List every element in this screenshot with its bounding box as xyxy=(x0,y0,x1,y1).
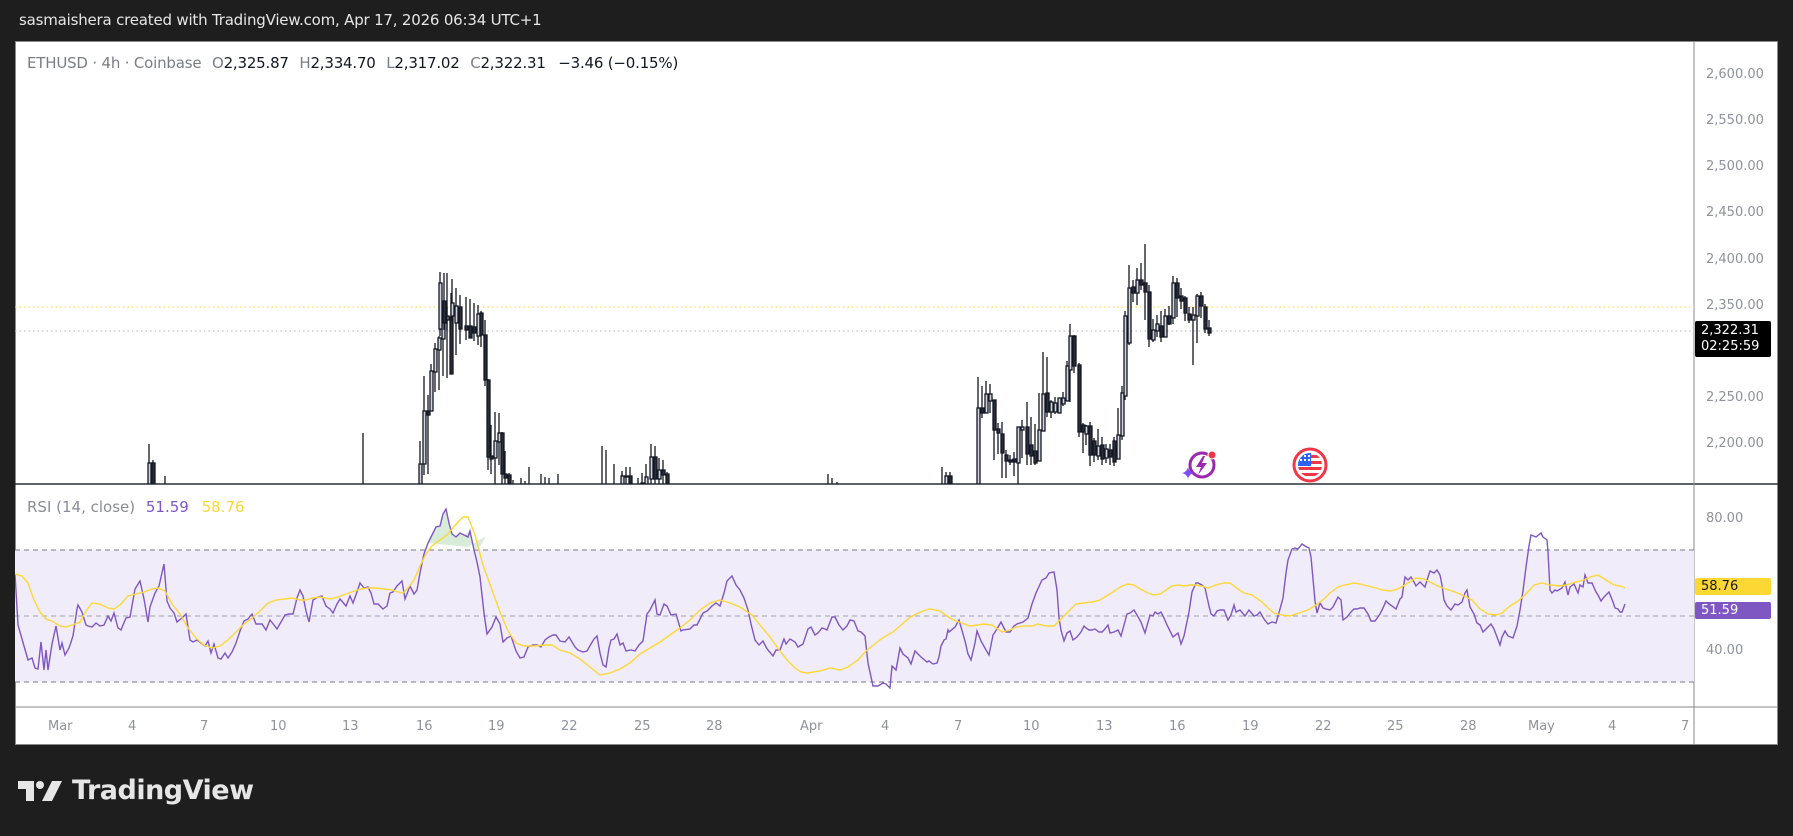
price-tick: 2,350.00 xyxy=(1706,298,1764,313)
time-label: 22 xyxy=(1315,719,1332,734)
time-label: 28 xyxy=(1460,719,1477,734)
lightning-spark-icon xyxy=(1182,450,1217,479)
watermark-text: sasmaishera created with TradingView.com… xyxy=(19,11,542,29)
close-label: C xyxy=(470,54,481,72)
price-tick: 2,500.00 xyxy=(1706,159,1764,174)
last-price-tag: 2,322.31 02:25:59 xyxy=(1695,321,1771,357)
low-value: 2,317.02 xyxy=(394,54,460,72)
last-price-value: 2,322.31 xyxy=(1701,323,1759,338)
time-label: 16 xyxy=(416,719,433,734)
rsi-ma-value: 58.76 xyxy=(201,498,245,516)
rsi-tick: 80.00 xyxy=(1706,511,1743,526)
time-label: 25 xyxy=(1387,719,1404,734)
time-label: 4 xyxy=(881,719,889,734)
time-label: 7 xyxy=(954,719,962,734)
open-value: 2,325.87 xyxy=(223,54,289,72)
bar-countdown: 02:25:59 xyxy=(1701,339,1760,354)
rsi-line xyxy=(15,507,1626,690)
legend-sep: · xyxy=(92,54,97,72)
time-label: 13 xyxy=(1096,719,1113,734)
rsi-series[interactable] xyxy=(15,507,1626,690)
time-label: 25 xyxy=(634,719,651,734)
candlestick-series[interactable] xyxy=(147,244,1212,484)
time-label: May xyxy=(1528,719,1555,734)
tradingview-logo-icon xyxy=(18,780,62,801)
high-label: H xyxy=(299,54,311,72)
rsi-axis-tag: 51.59 xyxy=(1695,602,1771,619)
time-label: 28 xyxy=(706,719,723,734)
symbol-name[interactable]: ETHUSD xyxy=(27,54,88,72)
time-label: 4 xyxy=(1608,719,1616,734)
time-label: 4 xyxy=(128,719,136,734)
price-tick: 2,250.00 xyxy=(1706,390,1764,405)
legend-sep: · xyxy=(124,54,130,72)
close-value: 2,322.31 xyxy=(480,54,546,72)
open-label: O xyxy=(211,54,224,72)
price-tick: 2,200.00 xyxy=(1706,436,1764,451)
price-tick: 2,450.00 xyxy=(1706,205,1764,220)
time-label: 19 xyxy=(1242,719,1259,734)
low-label: L xyxy=(386,54,395,72)
time-label: 7 xyxy=(200,719,208,734)
rsi-value: 51.59 xyxy=(145,498,189,516)
price-tick: 2,600.00 xyxy=(1706,67,1764,82)
time-label: Apr xyxy=(800,719,823,734)
exchange: Coinbase xyxy=(133,54,202,72)
time-label: 22 xyxy=(561,719,578,734)
change-value: −3.46 (−0.15%) xyxy=(558,54,679,72)
time-axis[interactable]: Mar 4 7 10 13 16 19 22 25 28 Apr 4 7 10 … xyxy=(48,719,1689,734)
price-axis[interactable]: 2,600.00 2,550.00 2,500.00 2,450.00 2,40… xyxy=(1706,67,1764,451)
symbol-legend[interactable]: ETHUSD · 4h · Coinbase O2,325.87 H2,334.… xyxy=(27,54,678,72)
us-economic-event[interactable] xyxy=(1291,446,1329,484)
rsi-tick: 40.00 xyxy=(1706,643,1743,658)
rsi-ma-axis-tag: 58.76 xyxy=(1695,578,1771,595)
rsi-legend[interactable]: RSI (14, close) 51.59 58.76 xyxy=(27,498,245,516)
tradingview-logo[interactable]: TradingView xyxy=(18,775,254,806)
rsi-axis[interactable]: 80.00 40.00 xyxy=(1706,511,1743,658)
rsi-title[interactable]: RSI (14, close) xyxy=(27,498,136,516)
time-label: 10 xyxy=(270,719,287,734)
price-tick: 2,550.00 xyxy=(1706,113,1764,128)
interval[interactable]: 4h xyxy=(101,54,121,72)
time-label: 19 xyxy=(488,719,505,734)
time-label: 16 xyxy=(1169,719,1186,734)
time-label: 7 xyxy=(1681,719,1689,734)
rsi-ma-line xyxy=(15,516,1626,676)
time-label: 10 xyxy=(1023,719,1040,734)
us-flag-icon xyxy=(1292,447,1328,483)
earnings-spark-event[interactable] xyxy=(1181,447,1219,485)
price-tick: 2,400.00 xyxy=(1706,252,1764,267)
high-value: 2,334.70 xyxy=(310,54,376,72)
time-label: Mar xyxy=(48,719,73,734)
time-label: 13 xyxy=(342,719,359,734)
tradingview-logo-text: TradingView xyxy=(72,775,254,806)
